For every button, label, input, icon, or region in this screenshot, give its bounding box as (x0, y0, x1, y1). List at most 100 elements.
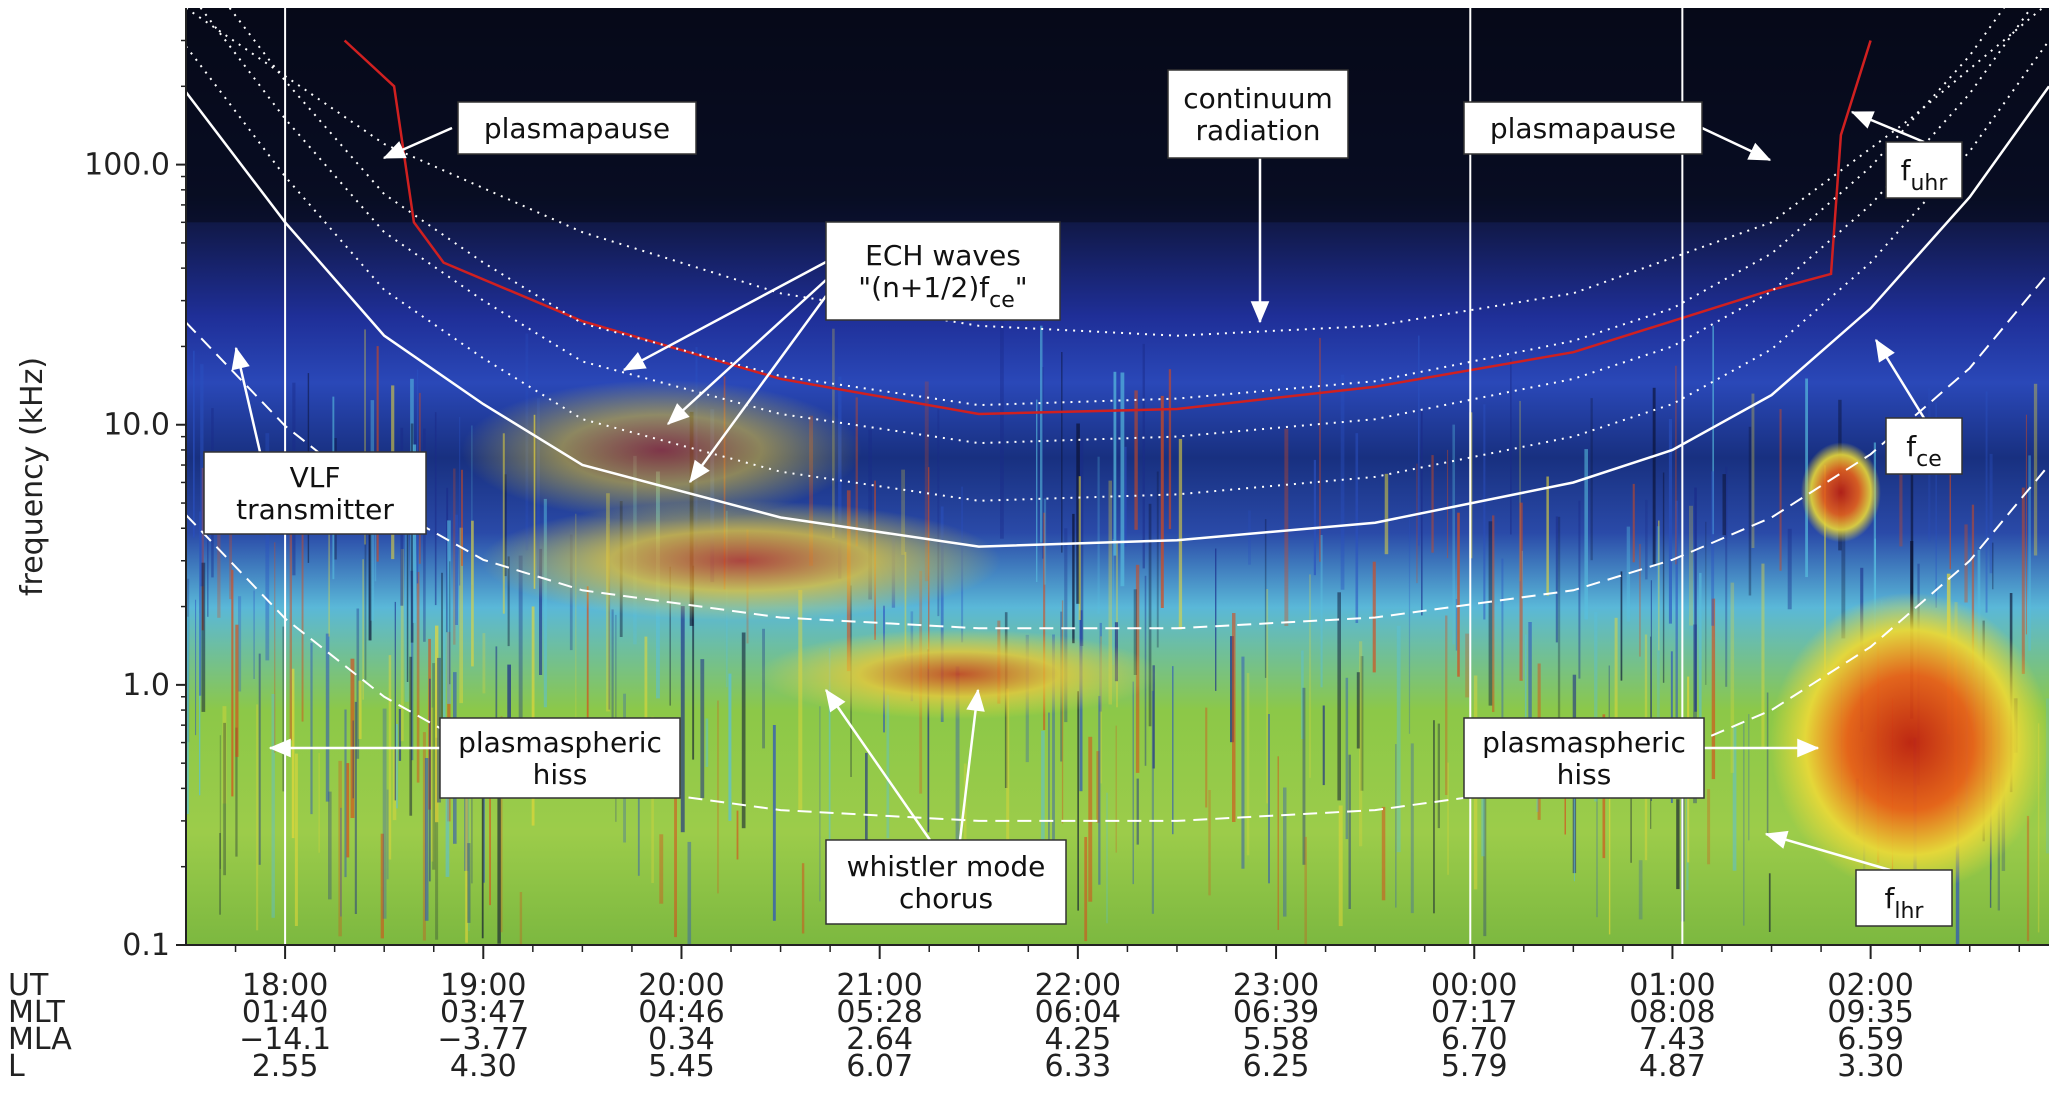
annotation-arrow (824, 689, 932, 841)
annotation-arrow (958, 689, 980, 841)
annotation-box (203, 451, 427, 535)
arrow-head (667, 403, 690, 425)
annotation-arrow (623, 260, 827, 372)
annotation-text: whistler mode (847, 850, 1046, 883)
annotation-box (1167, 69, 1349, 159)
x-tick-mla: 2.64 (846, 1022, 913, 1057)
x-row-label-mla: MLA (8, 1022, 72, 1057)
arrow-head (966, 688, 985, 712)
x-tick-mla: 4.25 (1044, 1022, 1111, 1057)
arrow-head (231, 346, 250, 371)
x-tick-mlt: 09:35 (1827, 995, 1913, 1030)
annotation-text: radiation (1195, 114, 1320, 147)
x-row-label-l: L (8, 1049, 25, 1084)
annotation-box (825, 839, 1067, 925)
x-tick-ut: 22:00 (1035, 968, 1121, 1003)
curve-f_lhr (186, 464, 2049, 822)
annotation-text: plasmaspheric (458, 726, 662, 759)
chorus-band-lower (758, 629, 1159, 720)
x-tick-l: 4.87 (1639, 1049, 1706, 1084)
arrow-head (1850, 111, 1875, 129)
curve-f_uhr (186, 8, 2044, 337)
annotation-text: hiss (533, 758, 588, 791)
hiss-emission-right (1770, 592, 2049, 893)
annotation-fuhr: fuhr (1850, 110, 1963, 199)
x-tick-mla: 5.58 (1243, 1022, 1310, 1057)
frequency-curves (186, 8, 2049, 822)
x-tick-mla: −3.77 (437, 1022, 529, 1057)
y-tick-label: 10.0 (103, 408, 170, 443)
annotation-text: ECH waves (865, 239, 1021, 272)
x-tick-mlt: 07:17 (1431, 995, 1517, 1030)
annotation-arrow (688, 295, 828, 483)
x-tick-mlt: 04:46 (638, 995, 724, 1030)
x-tick-mla: 7.43 (1639, 1022, 1706, 1057)
annotation-text: VLF (290, 461, 341, 494)
y-tick-label: 1.0 (122, 668, 170, 703)
spectrogram-plot-area (186, 8, 2049, 945)
annotation-arrow (1765, 832, 1891, 872)
x-tick-ut: 21:00 (836, 968, 922, 1003)
chorus-band-upper (480, 500, 1001, 621)
x-tick-ut: 23:00 (1233, 968, 1319, 1003)
annotation-fce: fce (1874, 338, 1963, 475)
arrow-head (1250, 301, 1270, 324)
annotation-text: plasmapause (1490, 112, 1676, 145)
x-tick-mlt: 08:08 (1629, 995, 1715, 1030)
emission-burst (1800, 442, 1881, 543)
annotation-flhr: flhr (1764, 830, 1953, 927)
arrow-head (1747, 142, 1772, 161)
x-tick-ut: 02:00 (1827, 968, 1913, 1003)
x-tick-ut: 19:00 (440, 968, 526, 1003)
arrow-head (268, 738, 291, 758)
x-tick-mlt: 05:28 (836, 995, 922, 1030)
x-tick-l: 3.30 (1837, 1049, 1904, 1084)
curve-plasma-density-trace (343, 39, 1872, 416)
annotation-box (439, 717, 681, 799)
x-row-label-ut: UT (8, 968, 49, 1003)
x-tick-l: 4.30 (450, 1049, 517, 1084)
x-tick-mla: 6.59 (1837, 1022, 1904, 1057)
arrow-head (1797, 738, 1820, 758)
x-tick-l: 6.25 (1243, 1049, 1310, 1084)
arrow-head (1875, 338, 1895, 363)
curve-dashed-upper (186, 271, 2049, 630)
annotation-box (1885, 141, 1963, 199)
x-tick-mlt: 06:04 (1035, 995, 1121, 1030)
x-tick-ut: 00:00 (1431, 968, 1517, 1003)
x-tick-l: 2.55 (252, 1049, 319, 1084)
x-tick-l: 6.33 (1044, 1049, 1111, 1084)
annotation-box (1885, 417, 1963, 475)
x-tick-mla: 0.34 (648, 1022, 715, 1057)
annotation-arrow (667, 279, 827, 425)
x-tick-l: 5.45 (648, 1049, 715, 1084)
x-tick-mla: −14.1 (239, 1022, 331, 1057)
arrow-head (382, 141, 407, 159)
x-tick-ut: 01:00 (1629, 968, 1715, 1003)
y-tick-label: 0.1 (122, 928, 170, 963)
annotation-text: chorus (899, 882, 993, 915)
x-tick-l: 6.07 (846, 1049, 913, 1084)
annotation-plasmapause-left: plasmapause (382, 101, 697, 160)
annotation-box (1463, 101, 1703, 155)
annotation-text: hiss (1557, 758, 1612, 791)
x-tick-l: 5.79 (1441, 1049, 1508, 1084)
x-tick-ut: 20:00 (638, 968, 724, 1003)
annotation-text: transmitter (236, 493, 394, 526)
arrow-head (825, 688, 846, 713)
annotation-text: continuum (1183, 82, 1333, 115)
y-tick-label: 100.0 (84, 148, 170, 183)
y-axis-title: frequency (kHz) (15, 357, 50, 596)
annotation-text: plasmapause (484, 112, 670, 145)
annotation-plasmapause-right: plasmapause (1463, 101, 1772, 162)
x-tick-mlt: 06:39 (1233, 995, 1319, 1030)
x-tick-ut: 18:00 (242, 968, 328, 1003)
y-axis: 100.0 10.0 1.0 0.1 (84, 8, 187, 963)
annotation-ech: ECH waves"(n+1/2)fce" (622, 221, 1061, 484)
